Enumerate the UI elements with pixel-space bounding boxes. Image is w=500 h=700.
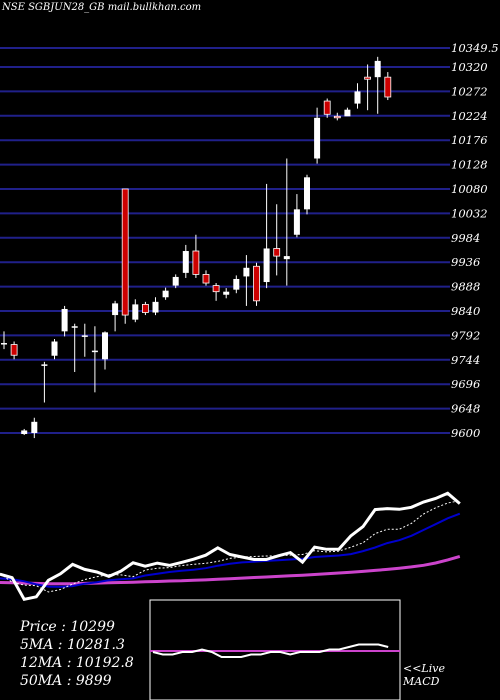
candle-body — [223, 291, 230, 295]
y-tick-label: 10349.5 — [451, 41, 499, 55]
y-tick-label: 10176 — [451, 133, 488, 147]
candle-body — [112, 303, 119, 316]
candle-body — [51, 341, 58, 356]
y-tick-label: 9744 — [451, 353, 480, 367]
stat-5ma: 5MA : 10281.3 — [20, 637, 125, 653]
ma-50-line — [0, 554, 461, 586]
macd-line — [152, 643, 389, 658]
candles — [1, 56, 392, 439]
candle-body — [81, 335, 88, 337]
candle-body — [384, 76, 392, 98]
candle-body — [344, 109, 351, 117]
candle-body — [314, 117, 321, 159]
stat-12ma: 12MA : 10192.8 — [20, 655, 134, 671]
candle-body — [152, 301, 159, 313]
candle-body — [132, 304, 139, 320]
candle-body — [192, 250, 200, 275]
ma-12-line — [0, 512, 461, 588]
candle-body — [141, 303, 149, 313]
candle-body — [354, 91, 361, 104]
stat-50ma: 50MA : 9899 — [20, 673, 112, 689]
candle-body — [374, 60, 381, 78]
candle-body — [31, 421, 38, 433]
candle-body — [212, 285, 220, 293]
candle-body — [162, 290, 169, 298]
candle-body — [1, 343, 7, 345]
y-tick-label: 9984 — [451, 231, 480, 245]
candle-body — [71, 326, 78, 328]
candle-body — [273, 248, 281, 257]
chart-title: NSE SGBJUN28_GB mail.bullkhan.com — [2, 2, 202, 13]
y-tick-label: 9696 — [451, 377, 480, 391]
y-tick-label: 10272 — [451, 84, 488, 98]
y-tick-label: 10224 — [451, 109, 488, 123]
candle-body — [10, 344, 18, 356]
candle-body — [283, 256, 290, 260]
candle-body — [202, 273, 210, 284]
candle-body — [304, 177, 310, 210]
y-tick-label: 9792 — [451, 328, 480, 342]
y-tick-label: 9648 — [451, 402, 480, 416]
macd-label: <<Live MACD — [403, 662, 445, 688]
candle-body — [121, 188, 129, 316]
candle-body — [333, 115, 341, 119]
candle-body — [253, 265, 260, 302]
candle-body — [61, 308, 68, 332]
candle-body — [91, 350, 98, 353]
y-tick-label: 9936 — [451, 255, 480, 269]
candle-body — [41, 364, 48, 366]
stat-price: Price : 10299 — [20, 619, 115, 635]
grid-lines: 10349.5 10320 10272 10224 10176 10128 10080 100… — [0, 41, 499, 440]
candle-body — [263, 248, 270, 283]
y-tick-label: 10320 — [451, 60, 488, 74]
y-tick-label: 10080 — [451, 182, 488, 196]
candle-body — [102, 332, 108, 360]
y-tick-label: 10128 — [451, 158, 488, 172]
stats-panel: Price : 10299 5MA : 10281.3 12MA : 10192… — [20, 618, 134, 690]
candle-body — [172, 276, 179, 286]
close-line — [0, 491, 461, 601]
candle-body — [243, 267, 250, 277]
moving-averages — [0, 491, 461, 601]
candle-body — [21, 430, 28, 435]
y-tick-label: 9888 — [451, 280, 480, 294]
y-tick-label: 10032 — [451, 206, 488, 220]
ma-5-line — [0, 500, 460, 593]
macd-panel — [149, 599, 401, 700]
candle-body — [182, 251, 189, 273]
candle-body — [233, 278, 240, 290]
y-tick-label: 9840 — [451, 304, 480, 318]
y-tick-label: 9600 — [451, 426, 480, 440]
candle-body — [323, 100, 331, 115]
candle-body — [293, 209, 300, 235]
candle-body — [364, 76, 372, 80]
